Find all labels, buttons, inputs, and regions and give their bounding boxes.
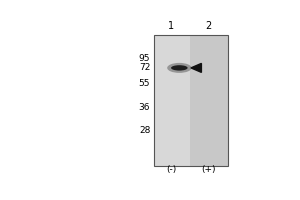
Text: (-): (-) bbox=[166, 165, 176, 174]
Text: 2: 2 bbox=[205, 21, 212, 31]
Bar bbox=[190, 35, 228, 166]
Text: 36: 36 bbox=[139, 103, 150, 112]
Text: (+): (+) bbox=[201, 165, 216, 174]
Text: 95: 95 bbox=[139, 54, 150, 63]
Text: 55: 55 bbox=[139, 79, 150, 88]
Polygon shape bbox=[191, 63, 201, 72]
Text: 72: 72 bbox=[139, 63, 150, 72]
Text: 1: 1 bbox=[168, 21, 174, 31]
Bar bbox=[154, 35, 228, 166]
Text: 28: 28 bbox=[139, 126, 150, 135]
Bar bbox=[154, 35, 190, 166]
Ellipse shape bbox=[167, 63, 191, 73]
Ellipse shape bbox=[171, 65, 188, 71]
